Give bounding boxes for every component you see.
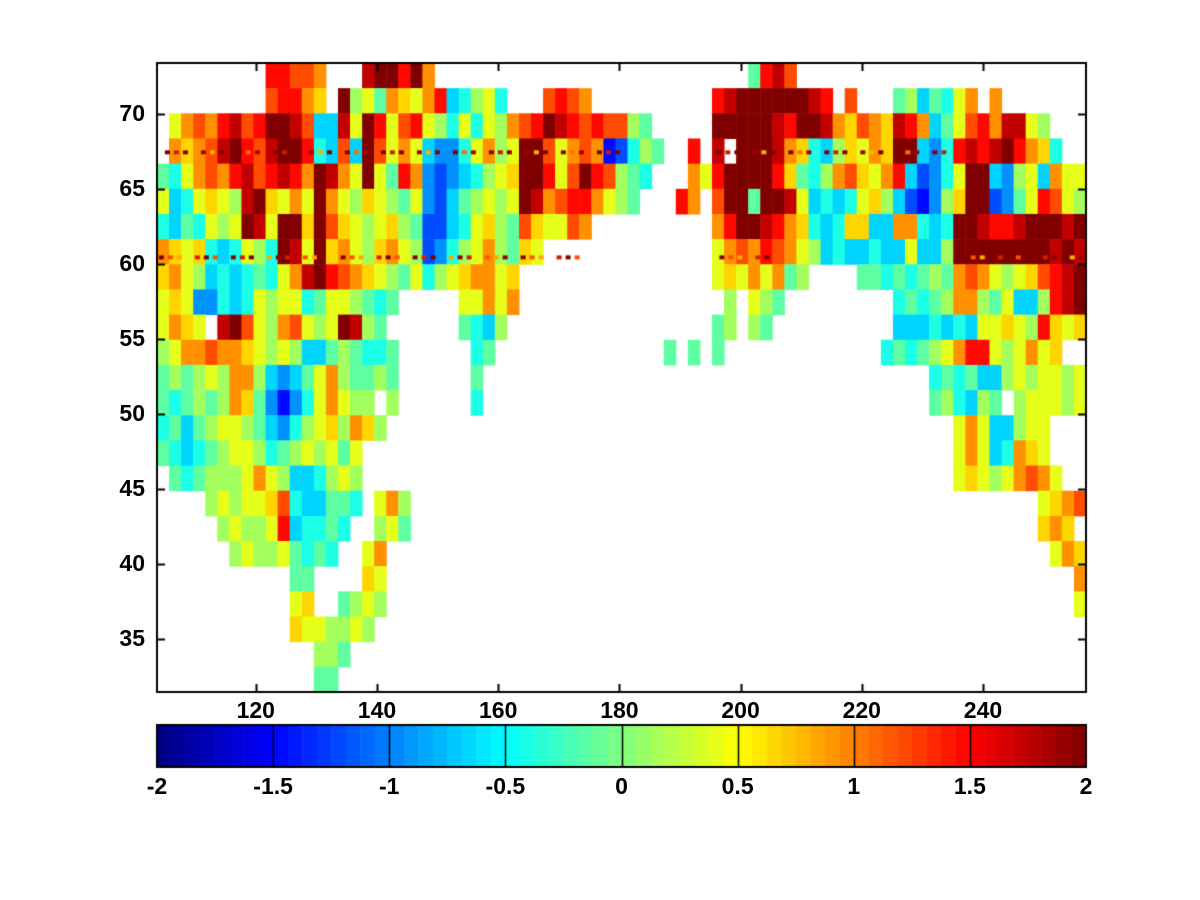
colorbar-tick-label--1: -1 — [379, 773, 400, 799]
y-tick-label-50: 50 — [119, 400, 145, 427]
y-tick-label-60: 60 — [119, 250, 145, 277]
colorbar-tick-label-2: 2 — [1079, 773, 1093, 799]
colorbar-tick-label--0.5: -0.5 — [485, 773, 526, 799]
colorbar-tick-label--2: -2 — [146, 773, 168, 799]
y-tick-label-35: 35 — [119, 625, 145, 652]
y-tick-label-70: 70 — [119, 100, 145, 127]
colorbar-tick-label-0: 0 — [615, 773, 628, 799]
y-tick-label-55: 55 — [119, 325, 145, 352]
colorbar-tick-label-1.5: 1.5 — [953, 773, 986, 799]
colorbar-tick-label-0.5: 0.5 — [721, 773, 754, 799]
y-tick-label-40: 40 — [119, 550, 145, 577]
x-tick-label-120: 120 — [236, 697, 275, 723]
x-tick-label-140: 140 — [357, 697, 397, 723]
colorbar-tick-label-1: 1 — [847, 773, 861, 799]
y-tick-label-65: 65 — [119, 175, 145, 202]
x-tick-label-200: 200 — [721, 697, 760, 723]
x-tick-label-180: 180 — [600, 697, 639, 723]
x-tick-label-160: 160 — [478, 697, 518, 723]
y-tick-label-45: 45 — [119, 475, 145, 502]
x-tick-label-240: 240 — [963, 697, 1003, 723]
x-tick-label-220: 220 — [842, 697, 881, 723]
colorbar-tick-label--1.5: -1.5 — [253, 773, 293, 799]
